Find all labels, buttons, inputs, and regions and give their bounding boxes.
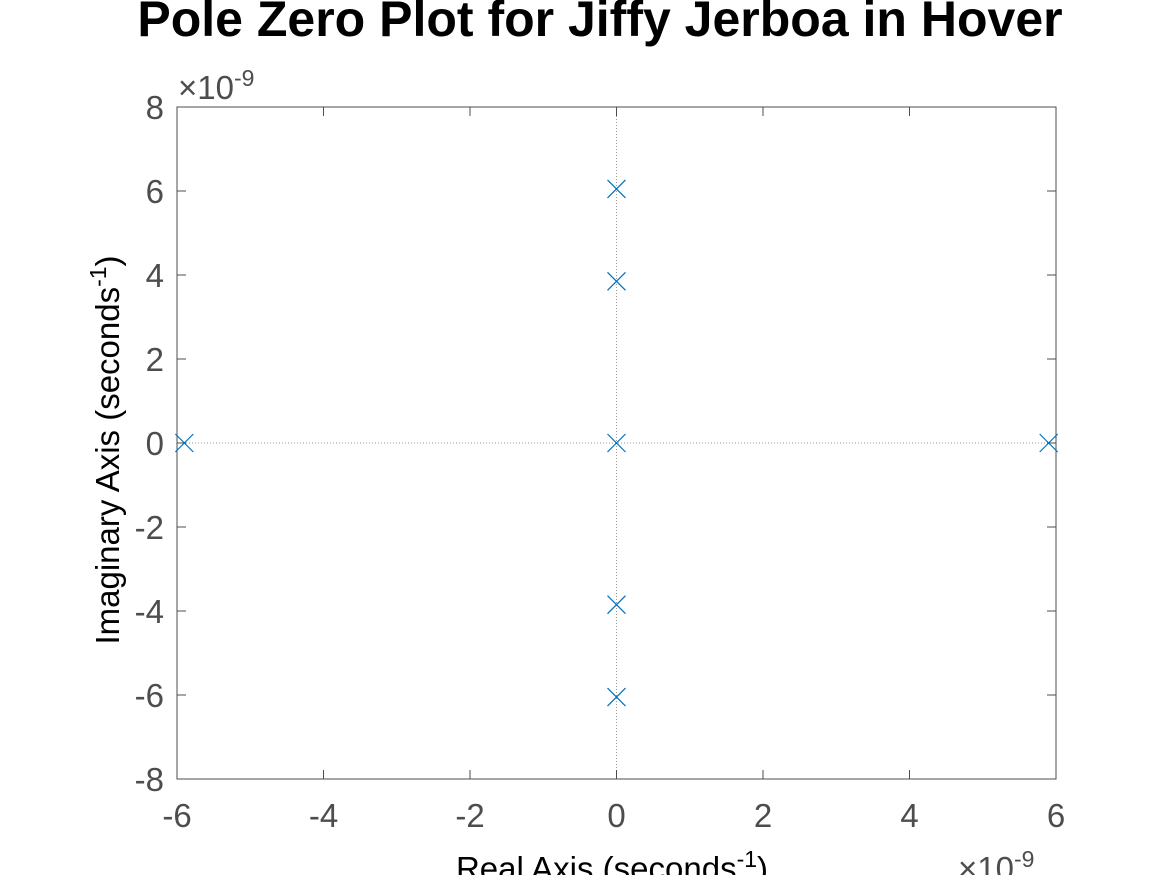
y-ticks: -8 -6 -4 -2 0 2 4 6 8 bbox=[135, 89, 1056, 798]
x-axis-label-sup: -1 bbox=[737, 846, 757, 872]
y-exponent-power: -9 bbox=[234, 65, 254, 91]
x-exponent-base: 10 bbox=[977, 850, 1014, 875]
x-tick-label: 0 bbox=[607, 797, 625, 834]
pole-marker-stroke bbox=[607, 595, 626, 615]
pole-marker bbox=[1039, 433, 1059, 453]
pole-marker bbox=[607, 687, 626, 707]
x-axis-label-suffix: ) bbox=[757, 850, 768, 875]
y-axis-label-sup: -1 bbox=[85, 266, 111, 286]
y-exponent-times: × bbox=[178, 69, 197, 106]
x-tick-label: 4 bbox=[900, 797, 918, 834]
y-axis-label-suffix: ) bbox=[89, 255, 126, 266]
y-axis-label: Imaginary Axis (seconds-1) bbox=[85, 255, 126, 644]
y-tick-label: -4 bbox=[135, 593, 164, 630]
y-axis-label-text: Imaginary Axis (seconds bbox=[89, 287, 126, 645]
pole-marker bbox=[174, 433, 194, 453]
pole-marker-stroke bbox=[607, 179, 626, 199]
y-tick-label: -2 bbox=[135, 509, 164, 546]
y-tick-label: 6 bbox=[146, 173, 164, 210]
x-axis-label-text: Real Axis (seconds bbox=[456, 850, 737, 875]
y-tick-label: 0 bbox=[146, 425, 164, 462]
pole-markers bbox=[174, 179, 1059, 707]
pole-marker bbox=[607, 179, 626, 199]
x-tick-label: -4 bbox=[309, 797, 338, 834]
y-tick-label: -8 bbox=[135, 761, 164, 798]
x-tick-label: 2 bbox=[754, 797, 772, 834]
y-tick-label: 2 bbox=[146, 341, 164, 378]
pole-marker bbox=[607, 271, 626, 291]
x-tick-label: 6 bbox=[1047, 797, 1065, 834]
pole-marker-stroke bbox=[607, 271, 626, 291]
pole-marker bbox=[607, 595, 626, 615]
x-tick-label: -2 bbox=[455, 797, 484, 834]
x-exponent-times: × bbox=[958, 850, 977, 875]
y-tick-label: -6 bbox=[135, 677, 164, 714]
x-axis-label: Real Axis (seconds-1) bbox=[456, 846, 768, 875]
pole-marker-stroke bbox=[607, 687, 626, 707]
pole-marker bbox=[607, 433, 626, 453]
chart-title: Pole Zero Plot for Jiffy Jerboa in Hover bbox=[137, 0, 1062, 47]
x-ticks: -6 -4 -2 0 2 4 6 bbox=[162, 107, 1065, 834]
pole-marker-stroke bbox=[174, 433, 194, 453]
x-exponent-power: -9 bbox=[1014, 846, 1034, 872]
pole-marker-stroke bbox=[1039, 433, 1059, 453]
y-exponent-label: ×10-9 bbox=[178, 65, 254, 106]
x-tick-label: -6 bbox=[162, 797, 191, 834]
y-exponent-base: 10 bbox=[197, 69, 234, 106]
y-tick-label: 4 bbox=[146, 257, 164, 294]
y-tick-label: 8 bbox=[146, 89, 164, 126]
x-exponent-label: ×10-9 bbox=[958, 846, 1034, 875]
pole-marker-stroke bbox=[607, 433, 626, 453]
